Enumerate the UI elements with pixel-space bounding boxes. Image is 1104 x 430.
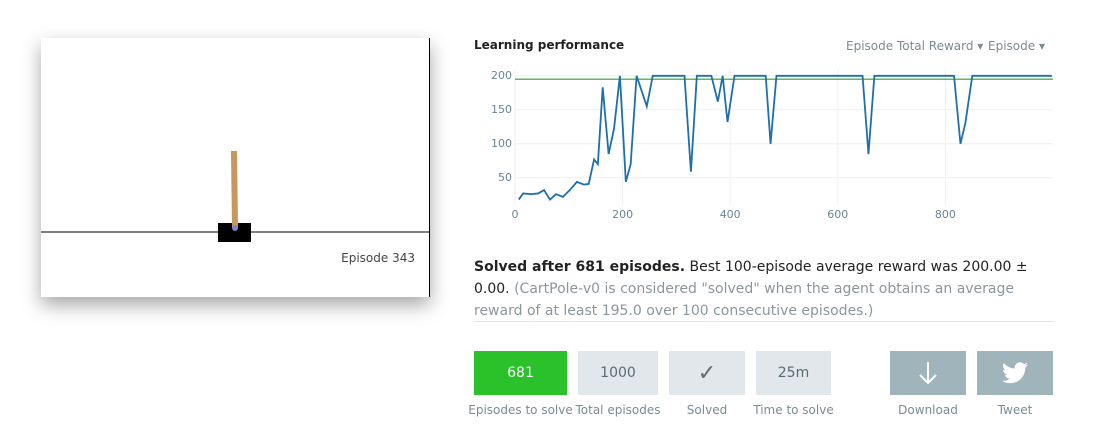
axle bbox=[232, 225, 238, 231]
reward-line bbox=[518, 74, 1052, 201]
y-tick-label: 150 bbox=[491, 103, 512, 116]
stat-label: Time to solve bbox=[753, 403, 834, 417]
metric-dropdown[interactable]: Episode Total Reward ▾ bbox=[846, 39, 984, 53]
note-text: (CartPole-v0 is considered "solved" when… bbox=[474, 281, 1015, 319]
y-tick-label: 200 bbox=[491, 69, 512, 82]
y-tick-label: 50 bbox=[498, 171, 512, 184]
x-tick-label: 200 bbox=[612, 208, 633, 221]
x-tick-label: 0 bbox=[512, 208, 519, 221]
stat-card: 25m bbox=[756, 351, 831, 395]
cartpole-scene: Episode 343 bbox=[41, 151, 429, 265]
stat-card: 681 bbox=[474, 351, 567, 395]
divider bbox=[474, 321, 1054, 322]
x-tick-label: 800 bbox=[935, 208, 956, 221]
stat-label: Total episodes bbox=[575, 403, 661, 417]
environment-render: Episode 343 bbox=[41, 38, 430, 297]
chart: 50 100 150 200 0 200 400 600 800 bbox=[491, 69, 1053, 221]
stat-card: 1000 bbox=[578, 351, 658, 395]
y-tick-label: 100 bbox=[491, 137, 512, 150]
stat-label: Episodes to solve bbox=[468, 403, 573, 417]
pole bbox=[231, 151, 238, 228]
tweet-label: Tweet bbox=[997, 403, 1033, 417]
tweet-button[interactable] bbox=[977, 351, 1053, 395]
download-label: Download bbox=[898, 403, 958, 417]
episode-label: Episode 343 bbox=[341, 251, 415, 265]
stat-card: ✓ bbox=[669, 351, 745, 395]
cart bbox=[218, 223, 251, 242]
stats-text: Solved after 681 episodes. Best 100-epis… bbox=[474, 256, 1056, 322]
twitter-icon bbox=[1002, 362, 1028, 384]
x-tick-label: 400 bbox=[720, 208, 741, 221]
solved-text: Solved after 681 episodes. bbox=[474, 259, 686, 275]
download-button[interactable] bbox=[890, 351, 966, 395]
download-icon bbox=[919, 362, 937, 385]
axis-dropdown[interactable]: Episode ▾ bbox=[988, 39, 1045, 53]
chart-title: Learning performance bbox=[474, 38, 625, 52]
stat-label: Solved bbox=[686, 403, 728, 417]
best-text: Best 100-episode average reward was 200.… bbox=[474, 259, 1028, 297]
x-tick-label: 600 bbox=[827, 208, 848, 221]
